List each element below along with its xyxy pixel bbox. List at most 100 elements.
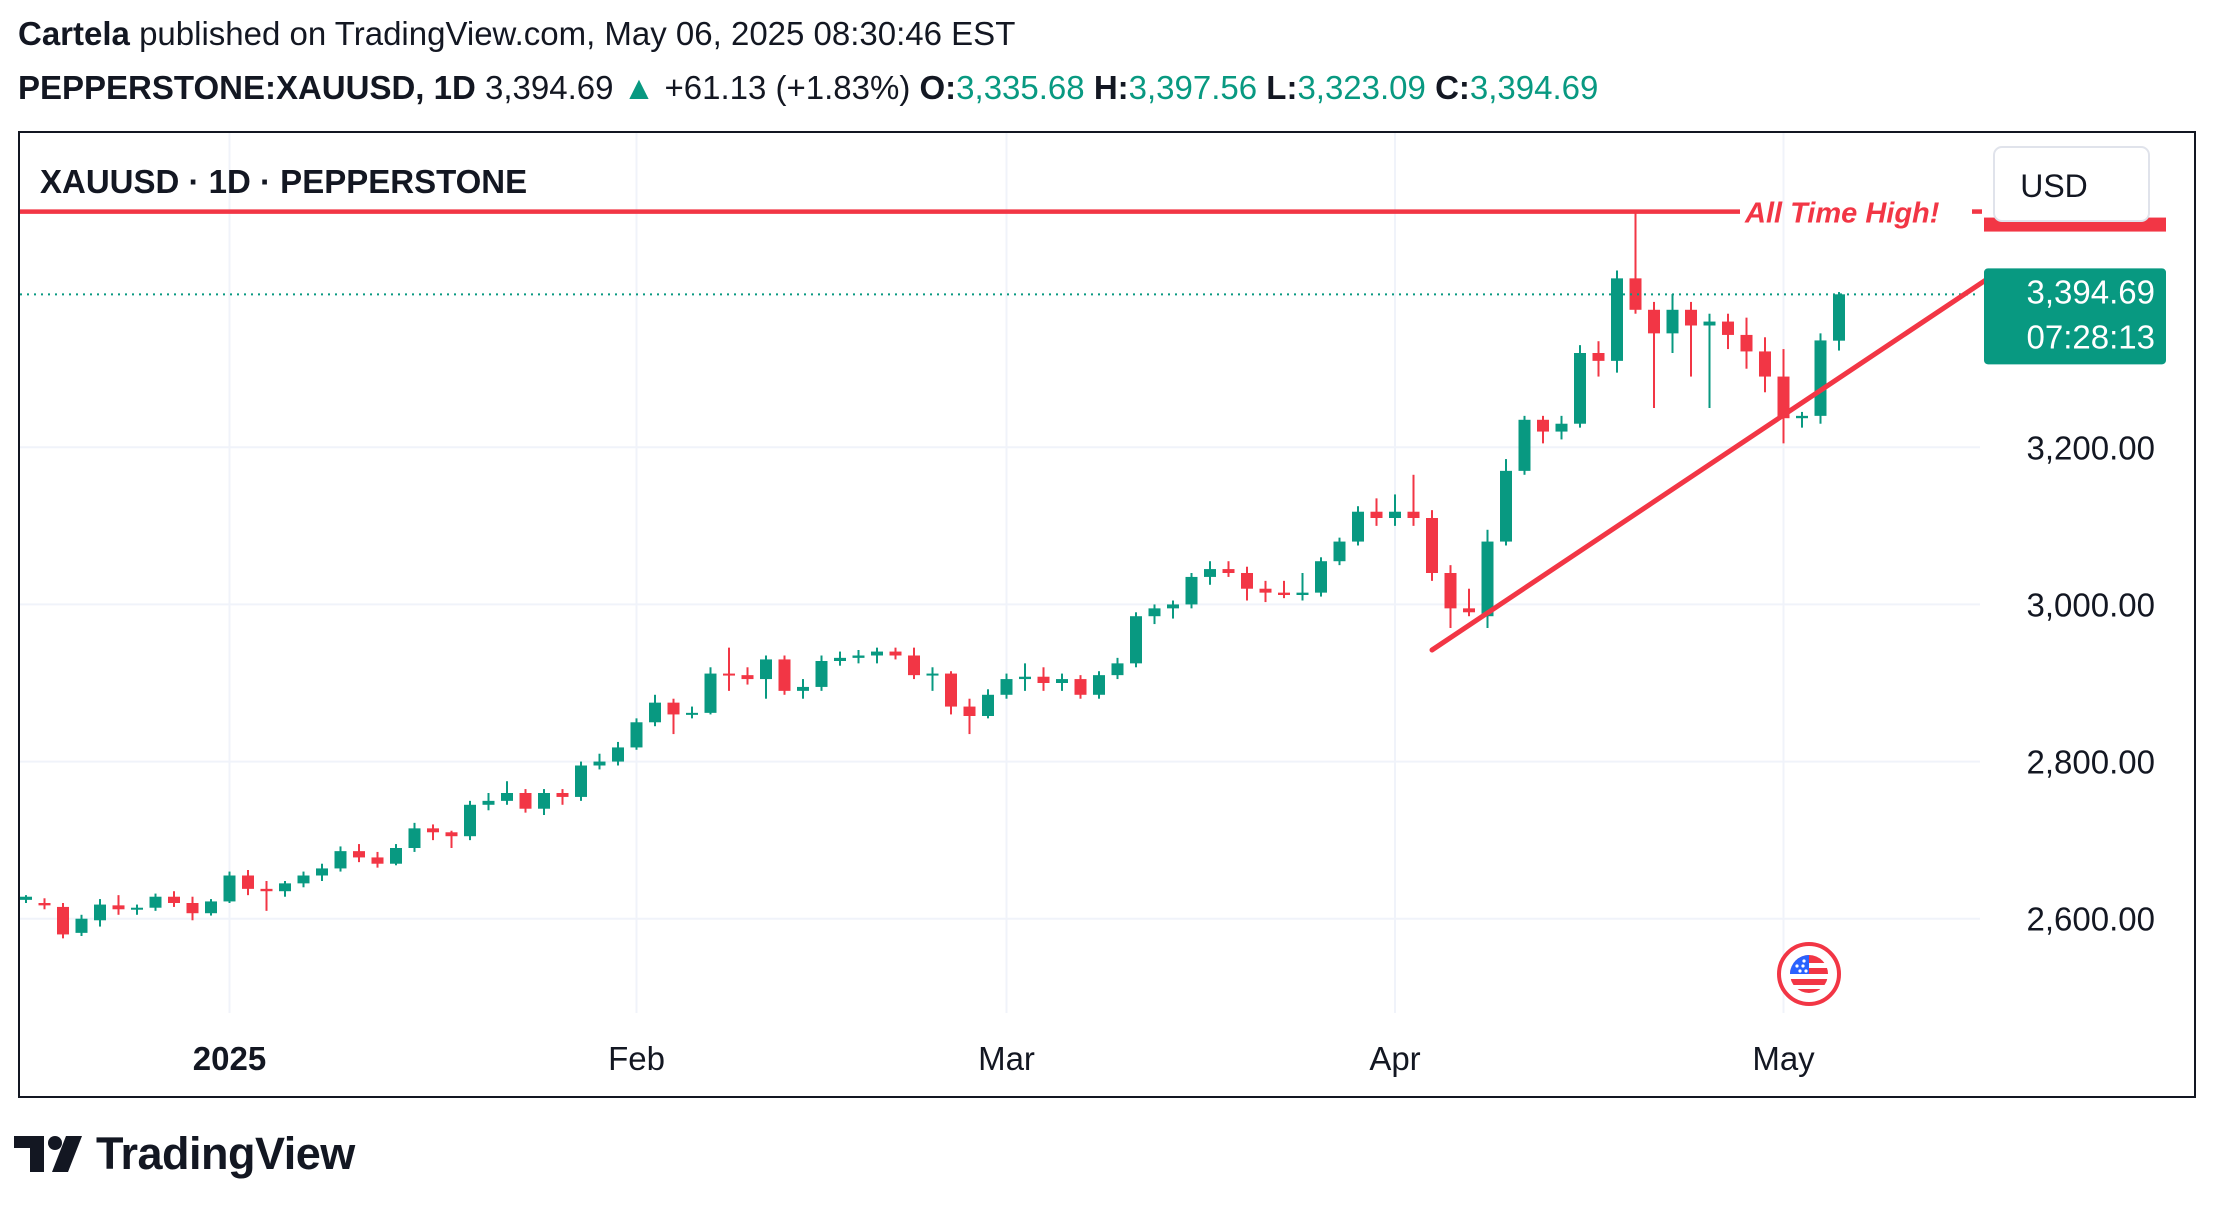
candle-down bbox=[1722, 321, 1734, 335]
symbol-quote-line: PEPPERSTONE:XAUUSD, 1D 3,394.69 ▲ +61.13… bbox=[18, 68, 1598, 108]
symbol-interval: PEPPERSTONE:XAUUSD, 1D bbox=[18, 69, 476, 106]
low-value: 3,323.09 bbox=[1297, 69, 1426, 106]
candle-up bbox=[982, 694, 994, 716]
candle-down bbox=[112, 905, 125, 910]
x-tick-label: May bbox=[1752, 1040, 1815, 1077]
author-name[interactable]: Cartela bbox=[18, 15, 130, 52]
candle-down bbox=[1537, 419, 1549, 432]
candle-up bbox=[205, 901, 217, 914]
candle-up bbox=[1204, 569, 1216, 577]
footer: TradingView bbox=[14, 1128, 355, 1180]
candle-up bbox=[1019, 676, 1031, 680]
candle-up bbox=[20, 896, 32, 900]
close-label: C: bbox=[1435, 69, 1470, 106]
candle-down bbox=[1592, 353, 1605, 361]
candle-up bbox=[1056, 679, 1068, 683]
candle-up bbox=[408, 828, 421, 848]
candle-up bbox=[223, 875, 236, 902]
candle-up bbox=[1167, 604, 1179, 609]
candle-up bbox=[94, 904, 106, 921]
last-price-marker: 3,394.69 07:28:13 bbox=[1984, 268, 2166, 365]
candle-up bbox=[926, 673, 939, 676]
y-tick-label: 2,800.00 bbox=[2027, 744, 2155, 781]
candle-up bbox=[1185, 576, 1198, 605]
grid-lines bbox=[20, 133, 1980, 1013]
open-label: O: bbox=[919, 69, 957, 106]
candle-down bbox=[1259, 588, 1272, 593]
candlestick-chart[interactable]: 2025 Feb Mar Apr May 2,600.00 2,800.00 3,000.0… bbox=[20, 133, 2194, 1096]
candle-down bbox=[1241, 573, 1253, 589]
candle-down bbox=[1777, 376, 1790, 419]
candle-up bbox=[834, 657, 846, 661]
candle-down bbox=[889, 651, 902, 656]
us-flag-event-icon[interactable] bbox=[1777, 942, 1841, 1006]
candle-up bbox=[815, 661, 828, 687]
candle-down bbox=[1278, 592, 1290, 595]
candle-up bbox=[593, 761, 606, 766]
candle-up bbox=[131, 907, 143, 910]
x-tick-label: Mar bbox=[978, 1040, 1035, 1077]
candle-up bbox=[1814, 340, 1827, 416]
candle-up bbox=[538, 793, 550, 809]
candle-up bbox=[149, 896, 162, 908]
candle-up bbox=[297, 875, 310, 884]
currency-label: USD bbox=[2020, 168, 2088, 204]
candle-up bbox=[1352, 511, 1364, 542]
all-time-high-label: All Time High! bbox=[1744, 198, 1940, 230]
candle-up bbox=[649, 702, 661, 723]
candle-up bbox=[501, 793, 513, 801]
candle-up bbox=[316, 868, 328, 876]
candle-up bbox=[1481, 541, 1494, 617]
x-axis-labels: 2025 Feb Mar Apr May bbox=[193, 1040, 1815, 1077]
candle-down bbox=[1444, 573, 1457, 609]
chart-title: XAUUSD · 1D · PEPPERSTONE bbox=[40, 163, 527, 200]
candle-down bbox=[1037, 676, 1050, 683]
candle-up bbox=[630, 722, 643, 748]
open-value: 3,335.68 bbox=[956, 69, 1085, 106]
candle-down bbox=[1629, 278, 1642, 310]
last-price-label: 3,394.69 bbox=[2027, 273, 2155, 310]
candle-up bbox=[1666, 309, 1679, 334]
candle-up bbox=[686, 712, 698, 715]
candle-down bbox=[1074, 679, 1087, 695]
candle-up bbox=[1111, 663, 1124, 676]
x-tick-label: 2025 bbox=[193, 1040, 266, 1077]
candle-down bbox=[38, 903, 51, 906]
change-text: +61.13 (+1.83%) bbox=[664, 69, 911, 106]
candle-down bbox=[667, 702, 680, 715]
candle-up bbox=[1093, 675, 1105, 695]
high-value: 3,397.56 bbox=[1128, 69, 1258, 106]
candle-up bbox=[1703, 321, 1716, 326]
y-tick-label: 3,000.00 bbox=[2027, 586, 2155, 623]
countdown-label: 07:28:13 bbox=[2027, 318, 2155, 355]
candles bbox=[20, 211, 1845, 939]
tradingview-logo-icon[interactable] bbox=[14, 1134, 86, 1174]
candle-down bbox=[778, 659, 791, 691]
candle-down bbox=[168, 896, 180, 903]
candle-up bbox=[1333, 541, 1346, 562]
candle-down bbox=[1648, 309, 1660, 334]
candle-down bbox=[1370, 511, 1383, 518]
candle-down bbox=[1222, 569, 1235, 573]
candle-up bbox=[1148, 608, 1161, 617]
candle-up bbox=[760, 659, 772, 680]
low-label: L: bbox=[1266, 69, 1298, 106]
candle-down bbox=[242, 875, 254, 889]
candle-down bbox=[445, 832, 458, 837]
candle-up bbox=[871, 651, 883, 656]
last-price: 3,394.69 bbox=[485, 69, 614, 106]
currency-button[interactable]: USD bbox=[1993, 146, 2150, 222]
candle-up bbox=[1389, 511, 1401, 518]
candle-up bbox=[334, 851, 347, 869]
candle-down bbox=[260, 888, 273, 892]
annotations: All Time High! bbox=[20, 198, 2166, 653]
candle-down bbox=[186, 903, 199, 914]
candle-up bbox=[464, 804, 476, 837]
high-label: H: bbox=[1093, 69, 1129, 106]
candle-up bbox=[852, 655, 865, 658]
candle-up bbox=[704, 673, 717, 713]
candle-up bbox=[1796, 415, 1808, 419]
candle-down bbox=[427, 828, 439, 833]
publisher-line: Cartela published on TradingView.com, Ma… bbox=[18, 14, 1015, 54]
candle-up bbox=[1518, 419, 1531, 471]
